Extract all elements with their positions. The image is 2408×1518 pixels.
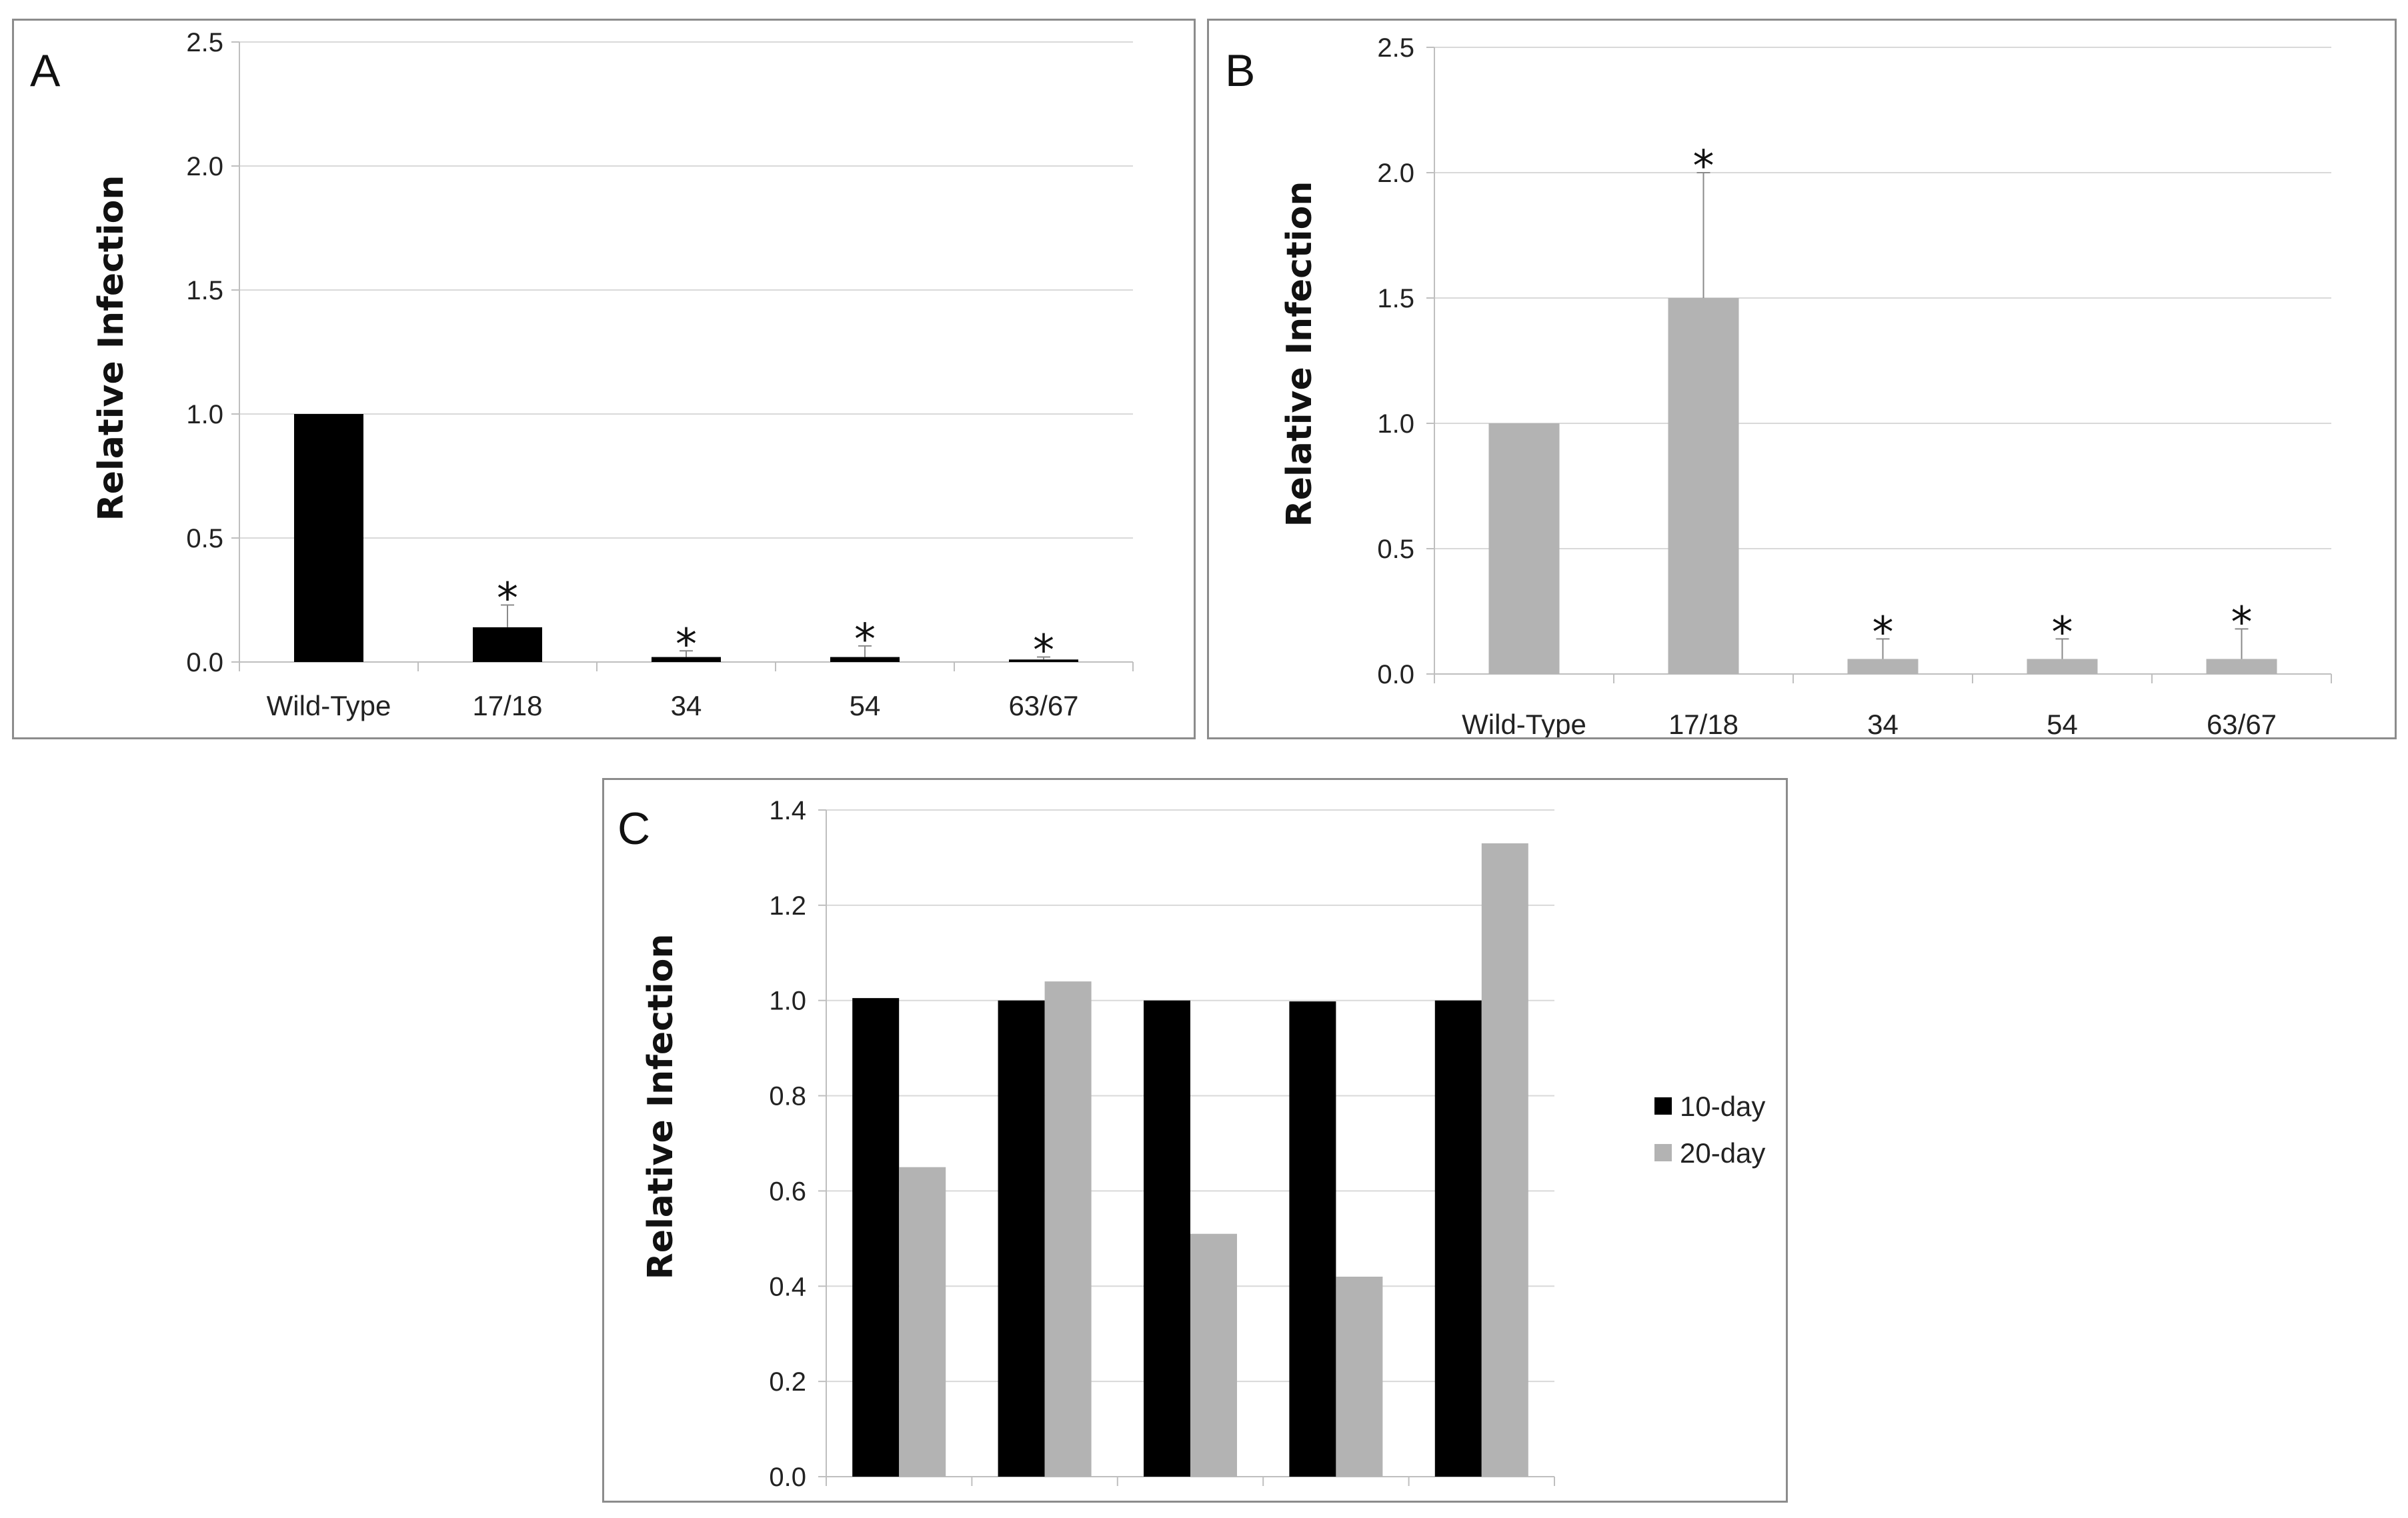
chart-a-significance-star: * [676,620,697,669]
chart-b-bar [1668,298,1739,674]
chart-b-category-label: 34 [1867,709,1899,737]
chart-a-ytick-label: 1.5 [186,276,223,305]
chart-a-category-label: 17/18 [472,690,542,721]
chart-c-bar-20-day [1044,981,1092,1477]
chart-a-category-label: 63/67 [1008,690,1078,721]
panel-c-label: C [618,803,650,854]
chart-a-ytick-label: 1.0 [186,400,223,429]
chart-c-ytick-label: 0.8 [769,1082,806,1111]
chart-c-bar-20-day [899,1167,946,1477]
chart-b-ytick-label: 2.0 [1377,159,1414,188]
chart-c-ytick-label: 0.6 [769,1177,806,1206]
chart-c-ylabel: Relative Infection [641,934,681,1280]
chart-a-bar [652,657,721,662]
legend-swatch-20-day [1654,1144,1672,1161]
chart-c-bar-20-day [1336,1277,1383,1477]
legend-label-10-day: 10-day [1680,1091,1765,1122]
chart-b-ylabel: Relative Infection [1280,181,1320,527]
chart-a-ytick-label: 2.5 [186,28,223,57]
chart-a-bar [1009,659,1078,662]
chart-b-ytick-label: 0.5 [1377,535,1414,564]
chart-a-category-label: 54 [850,690,881,721]
panel-b-label: B [1225,45,1255,96]
chart-a-ytick-label: 0.5 [186,524,223,553]
chart-b-bar [1847,659,1919,674]
chart-c-bar-10-day [1434,1000,1482,1477]
chart-a-significance-star: * [497,574,518,623]
chart-a-svg: A Relative Infection 0.0 0.5 1.0 1.5 2.0 2.5 W… [30,28,1134,721]
chart-b-significance-star: * [1873,608,1894,657]
chart-c-ytick-label: 1.4 [769,796,806,825]
legend-label-20-day: 20-day [1680,1137,1765,1169]
chart-b-svg: B Relative Infection 0.0 0.5 1.0 1.5 2.0 2.5 W… [1225,33,2332,737]
chart-a-ylabel: Relative Infection [91,175,131,521]
chart-a-ytick-label: 2.0 [186,152,223,181]
legend-swatch-10-day [1654,1097,1672,1115]
chart-b-bar [2027,659,2098,674]
panel-c: C Relative Infection 0.0 0.2 0.4 0.6 0.8 1.0 1… [602,778,1788,1503]
panel-b: B Relative Infection 0.0 0.5 1.0 1.5 2.0 2.5 W… [1207,19,2397,739]
chart-b-category-label: 63/67 [2207,709,2277,737]
chart-c-bar-10-day [1289,1001,1336,1477]
chart-a-category-label: 34 [671,690,702,721]
chart-c-bar-10-day [1144,1000,1190,1477]
chart-a-bar [294,414,363,662]
chart-b-category-label: Wild-Type [1462,709,1586,737]
panel-a: A Relative Infection 0.0 0.5 1.0 1.5 2.0 2.5 W… [12,19,1196,739]
chart-a-ytick-label: 0.0 [186,648,223,677]
chart-a-significance-star: * [1033,627,1054,676]
chart-c-ytick-label: 0.4 [769,1272,806,1301]
chart-b-bar [2206,659,2277,674]
chart-b-significance-star: * [2231,598,2253,647]
chart-a-bar [830,657,900,662]
chart-c-ytick-label: 0.0 [769,1463,806,1492]
chart-b-ytick-label: 1.5 [1377,284,1414,313]
chart-c-ytick-label: 0.2 [769,1367,806,1397]
panel-a-label: A [30,45,61,96]
chart-c-svg: C Relative Infection 0.0 0.2 0.4 0.6 0.8 1.0 1… [618,796,1765,1492]
chart-b-category-label: 54 [2047,709,2078,737]
chart-b-ytick-label: 2.5 [1377,33,1414,63]
chart-b-significance-star: * [1693,142,1714,191]
legend: 10-day 20-day [1654,1091,1765,1169]
chart-b-significance-star: * [2052,608,2073,657]
chart-c-bar-20-day [1190,1233,1237,1477]
chart-b-ytick-label: 0.0 [1377,660,1414,689]
chart-c-ytick-label: 1.0 [769,987,806,1016]
chart-c-bar-10-day [998,1000,1045,1477]
chart-a-category-label: Wild-Type [267,690,391,721]
chart-c-ytick-label: 1.2 [769,891,806,921]
chart-c-bar-20-day [1481,843,1528,1477]
chart-a-significance-star: * [854,615,876,665]
chart-b-category-label: 17/18 [1668,709,1738,737]
chart-a-bar [473,627,542,662]
chart-b-bar [1488,423,1560,674]
chart-b-ytick-label: 1.0 [1377,409,1414,439]
chart-c-bar-10-day [852,998,900,1477]
